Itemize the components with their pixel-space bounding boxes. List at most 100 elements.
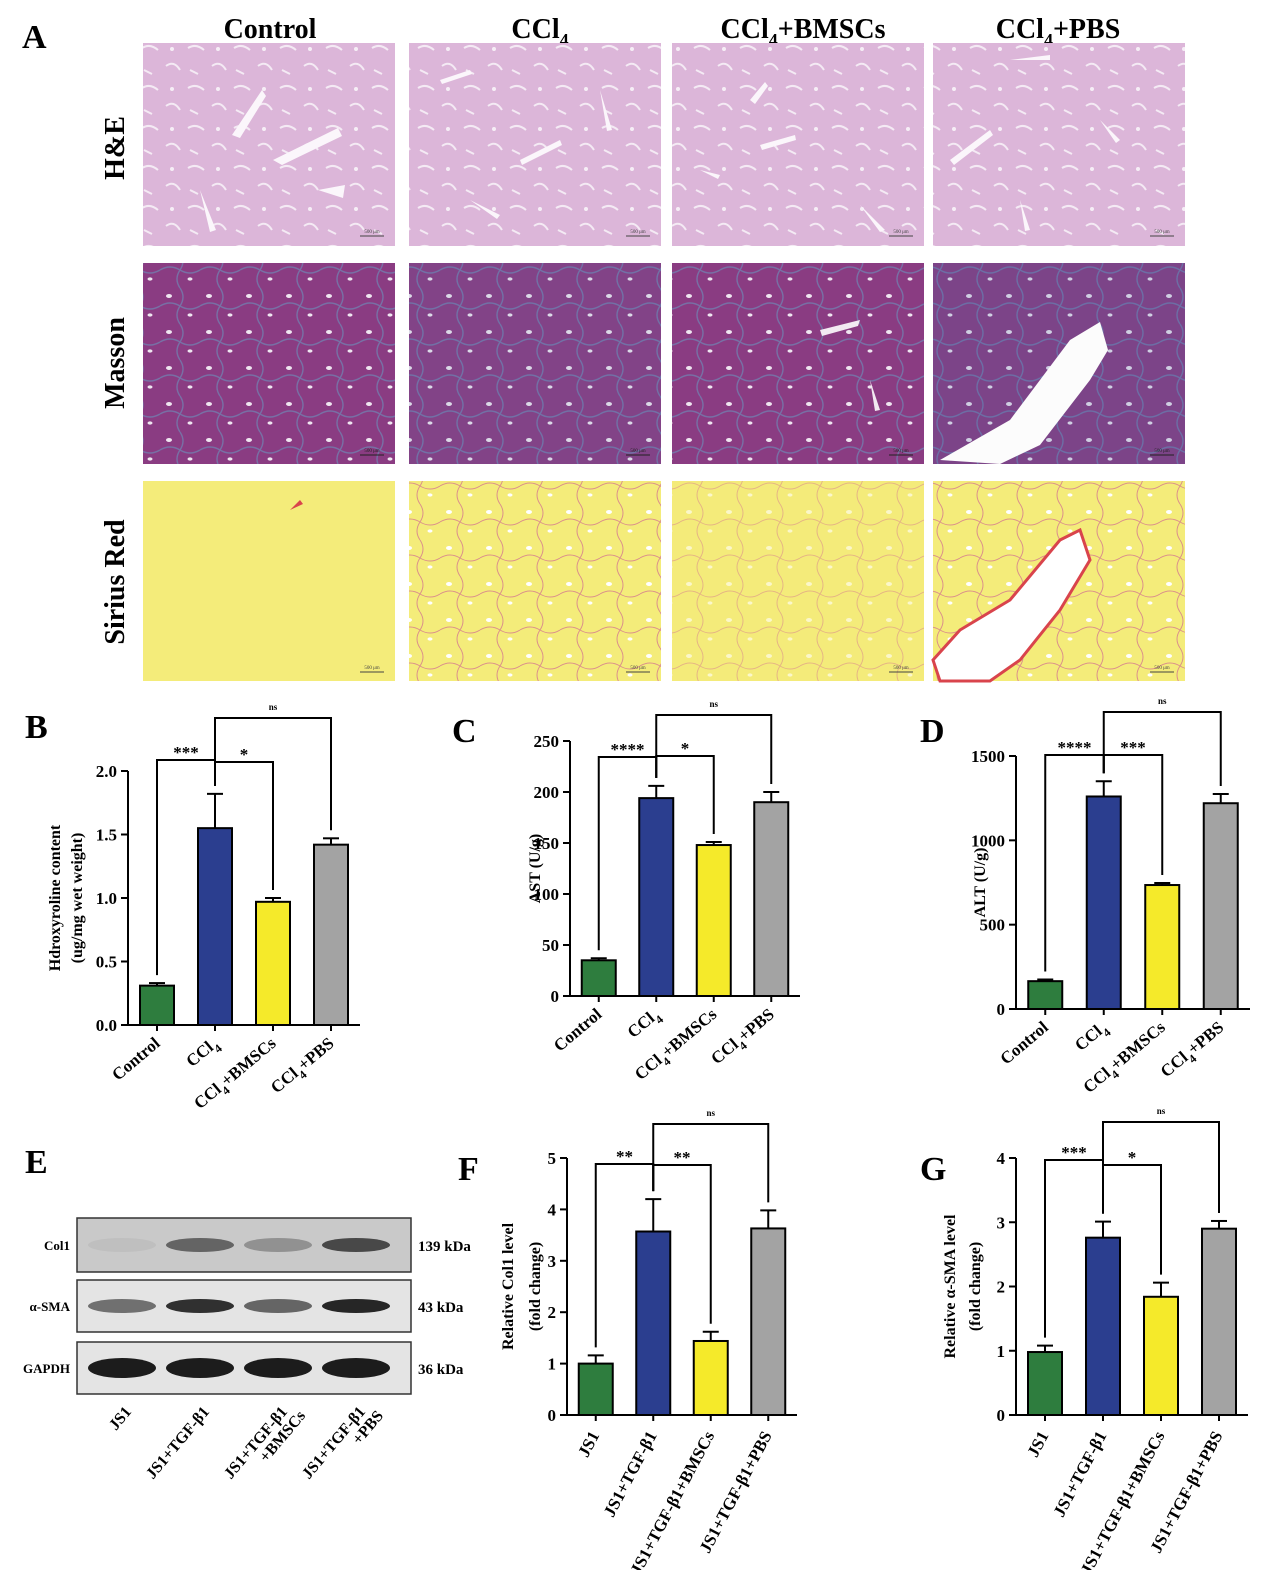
micrograph-he-control: 500 μm: [143, 43, 395, 246]
y-tick-label: 0: [548, 1406, 557, 1425]
chart-c-ast: 0 50 100 150 200 250 AST (U/g) Control CCl4 CCl4+…: [527, 699, 800, 1084]
y-tick-label: 4: [997, 1149, 1006, 1168]
svg-text:500 μm: 500 μm: [364, 230, 379, 235]
y-tick-label: 0: [551, 987, 560, 1006]
column-title-ccl4-pbs: CCl4+PBS: [996, 14, 1121, 50]
svg-text:500 μm: 500 μm: [893, 449, 908, 454]
bar: [313, 843, 349, 1026]
bar: [1085, 1236, 1121, 1417]
y-tick-label: 4: [548, 1200, 557, 1219]
micrograph-masson-ccl4: 500 μm: [409, 263, 661, 464]
bar: [255, 900, 291, 1026]
micrograph-masson-control: 500 μm: [143, 263, 395, 464]
x-tick-label: CCl4+PBS: [707, 1005, 781, 1072]
significance-bracket: [655, 714, 773, 784]
band-name-label: α-SMA: [30, 1299, 71, 1314]
bar: [197, 827, 233, 1027]
significance-label: ****: [1058, 738, 1092, 757]
bar: [577, 1362, 614, 1416]
svg-text:500 μm: 500 μm: [1154, 449, 1169, 454]
bar: [1201, 1227, 1237, 1417]
panel-label-a: A: [22, 19, 47, 56]
svg-text:500 μm: 500 μm: [1154, 230, 1169, 235]
significance-label: ***: [1120, 738, 1146, 757]
panel-label-g: G: [920, 1151, 946, 1188]
blot-band: [166, 1238, 234, 1252]
blot-band: [322, 1238, 390, 1252]
bar: [580, 959, 617, 997]
significance-label: **: [616, 1147, 633, 1166]
bar: [1144, 884, 1181, 1011]
y-tick-label: 0.5: [96, 953, 117, 972]
panel-a: A Control CCl4 CCl4+BMSCs CCl4+PBS H&E M…: [22, 14, 1185, 683]
chart-b-hydroxyproline: 0.0 0.5 1.0 1.5 2.0 Hdroxyroline content (ug/m…: [47, 702, 360, 1113]
x-tick-label: CCl4: [1071, 1018, 1113, 1059]
y-axis-label: (ug/mg wet weight): [69, 833, 86, 964]
y-tick-label: 0.0: [96, 1016, 117, 1035]
y-tick-label: 1.0: [96, 889, 117, 908]
significance-bracket: [1102, 711, 1222, 786]
significance-label: *: [681, 739, 690, 758]
micrograph-he-ccl4-pbs: 500 μm: [933, 43, 1185, 246]
significance-bracket: [1102, 1121, 1220, 1214]
significance-bracket: [214, 717, 332, 831]
svg-text:500 μm: 500 μm: [630, 666, 645, 671]
y-tick-label: 200: [534, 783, 560, 802]
band-kda-label: 139 kDa: [418, 1239, 471, 1255]
blot-band: [166, 1299, 234, 1313]
bar: [695, 844, 732, 997]
y-tick-label: 1: [997, 1342, 1006, 1361]
svg-text:500 μm: 500 μm: [1154, 666, 1169, 671]
blot-band: [88, 1238, 156, 1252]
blot-band: [322, 1299, 390, 1313]
x-tick-label: CCl4: [624, 1005, 666, 1046]
bar: [139, 984, 175, 1027]
significance-label: ns: [1157, 1106, 1166, 1116]
panel-label-d: D: [920, 713, 945, 750]
y-tick-label: 3: [997, 1213, 1006, 1232]
x-tick-label: CCl4+PBS: [267, 1034, 341, 1101]
x-tick-label: JS1+TGF-β1: [600, 1428, 661, 1520]
bar: [638, 797, 675, 997]
significance-label: ns: [1158, 696, 1167, 706]
chart-g-asma: 0 1 2 3 4 Relative α-SMA level (fold change) JS…: [942, 1106, 1248, 1570]
band-kda-label: 43 kDa: [418, 1300, 464, 1316]
panel-e-western-blot: Col1 139 kDa α-SMA 43 kDa GAPDH 36 kDa JS1 JS1+…: [23, 1217, 471, 1482]
blot-band: [244, 1238, 312, 1252]
significance-bracket: [652, 1123, 770, 1203]
chart-f-col1: 0 1 2 3 4 5 Relative Col1 level (fold change) JS…: [500, 1108, 797, 1570]
y-axis-label: AST (U/g): [527, 834, 544, 904]
y-axis-label: (fold change): [967, 1242, 984, 1331]
svg-text:500 μm: 500 μm: [893, 230, 908, 235]
y-tick-label: 0: [997, 1406, 1006, 1425]
blot-band: [322, 1358, 390, 1378]
row-title-he: H&E: [100, 116, 131, 180]
bar: [750, 1227, 787, 1416]
micrograph-masson-ccl4-pbs: 500 μm: [933, 263, 1185, 464]
y-tick-label: 1: [548, 1355, 557, 1374]
blot-band: [244, 1358, 312, 1378]
x-tick-label: CCl4+PBS: [1157, 1018, 1231, 1085]
column-title-ccl4: CCl4: [511, 14, 568, 50]
blot-band: [88, 1358, 156, 1378]
bar: [635, 1230, 672, 1416]
bar: [1027, 1351, 1063, 1417]
y-tick-label: 1500: [971, 747, 1005, 766]
panel-label-e: E: [25, 1144, 48, 1181]
significance-label: ns: [706, 1108, 715, 1118]
y-tick-label: 250: [534, 732, 560, 751]
significance-label: ****: [611, 740, 645, 759]
bar: [1143, 1295, 1179, 1417]
micrograph-sirius-ccl4-bmscs: 500 μm: [672, 481, 924, 681]
significance-label: ***: [173, 743, 199, 762]
band-kda-label: 36 kDa: [418, 1362, 464, 1378]
y-tick-label: 2.0: [96, 762, 117, 781]
panel-label-b: B: [25, 709, 48, 746]
x-tick-label: JS1: [1023, 1428, 1052, 1460]
y-tick-label: 50: [542, 936, 559, 955]
y-tick-label: 3: [548, 1252, 557, 1271]
y-tick-label: 1000: [971, 831, 1005, 850]
y-axis-label: (fold change): [527, 1242, 544, 1331]
y-tick-label: 1.5: [96, 826, 117, 845]
